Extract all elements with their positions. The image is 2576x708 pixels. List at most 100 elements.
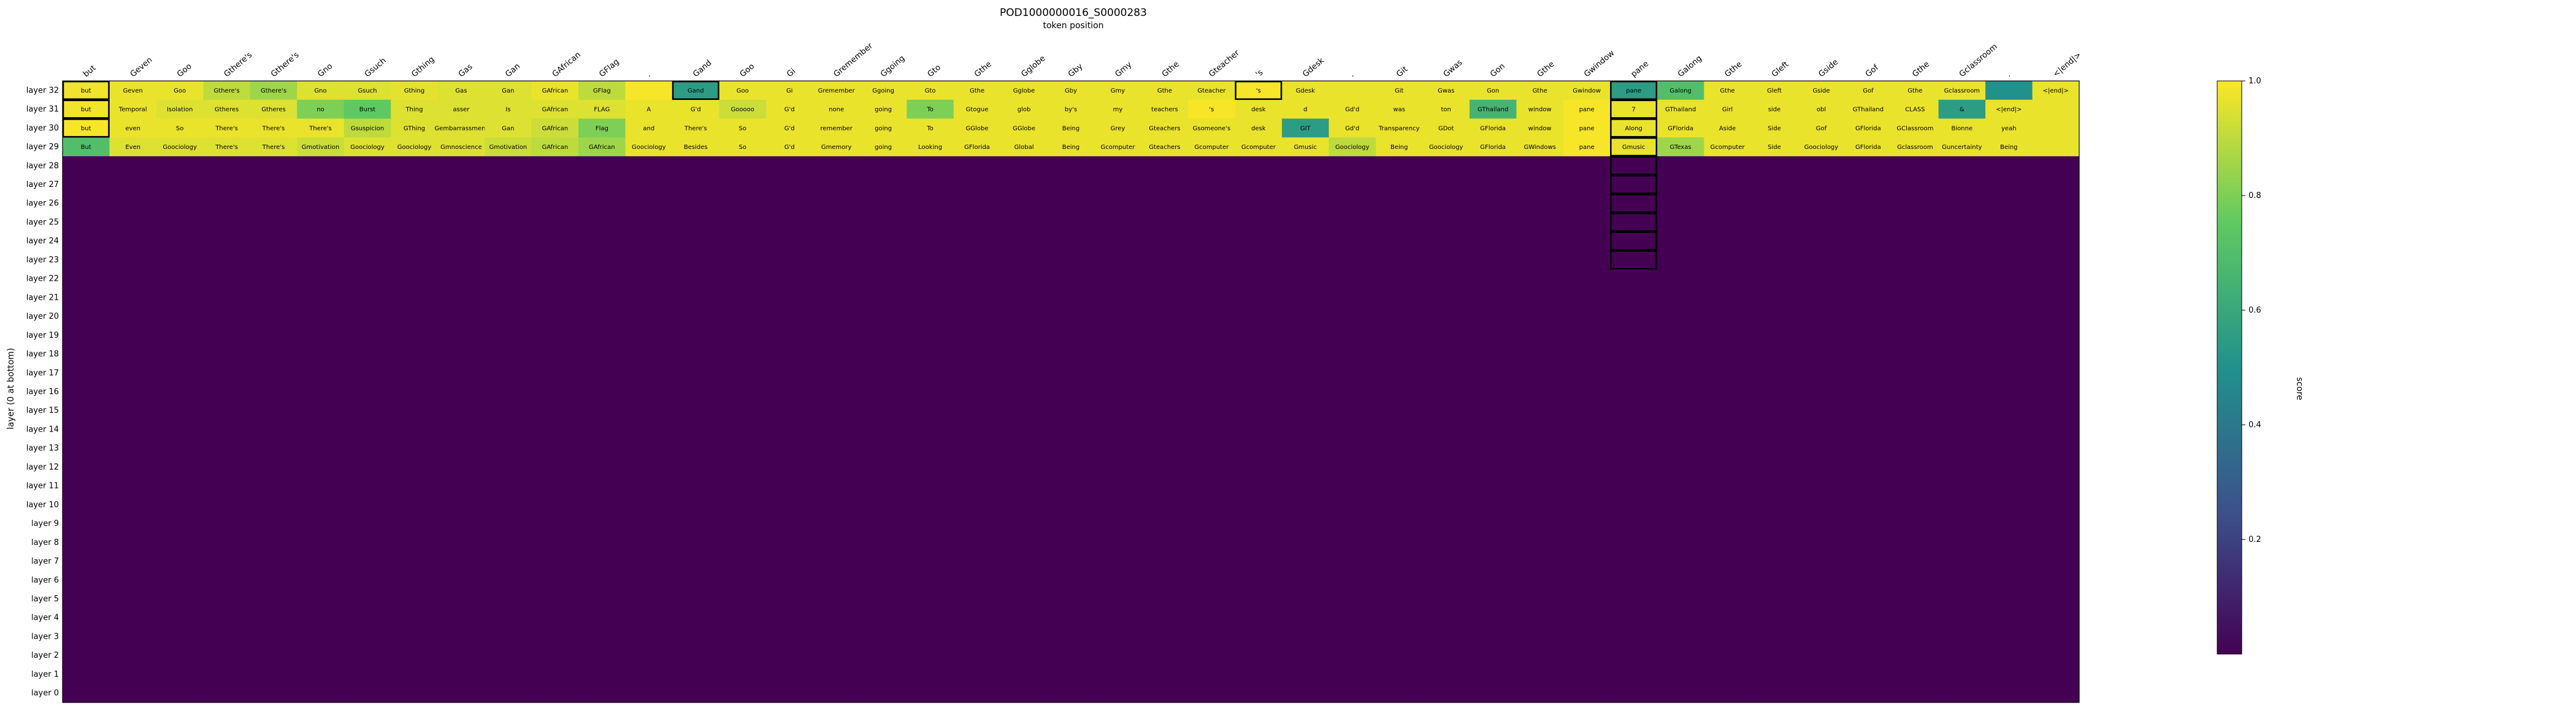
heatmap-cell <box>1047 306 1095 326</box>
heatmap-cell <box>578 156 626 176</box>
heatmap-cell <box>1141 608 1189 628</box>
heatmap-cell <box>859 81 907 101</box>
heatmap-cell <box>109 438 157 459</box>
heatmap-cell <box>250 137 297 157</box>
heatmap-cell <box>813 175 861 194</box>
heatmap-cell <box>1376 156 1423 176</box>
heatmap-cell <box>1938 382 1986 402</box>
heatmap-cell <box>765 99 813 119</box>
heatmap-cell <box>672 213 720 232</box>
heatmap-cell <box>765 627 813 647</box>
heatmap-cell <box>437 306 485 326</box>
heatmap-cell <box>1844 608 1892 628</box>
heatmap-cell <box>391 552 439 571</box>
heatmap-cell <box>1141 137 1189 157</box>
heatmap-cell <box>297 175 345 194</box>
highlight-box <box>1610 250 1658 270</box>
heatmap-cell <box>1938 118 1986 138</box>
heatmap-cell <box>1282 250 1330 270</box>
heatmap-cell <box>2032 570 2080 590</box>
heatmap-cell <box>391 495 439 515</box>
heatmap-cell <box>765 476 813 496</box>
heatmap-cell <box>1376 589 1423 609</box>
heatmap-cell <box>156 683 204 703</box>
heatmap-cell <box>203 683 251 703</box>
heatmap-cell <box>297 476 345 496</box>
heatmap-cell <box>1610 213 1658 232</box>
heatmap-cell <box>1844 420 1892 440</box>
heatmap-cell <box>953 156 1001 176</box>
heatmap-cell <box>1235 514 1282 533</box>
heatmap-cell <box>1938 552 1986 571</box>
heatmap-cell <box>907 457 954 477</box>
x-tick-label: Gthe <box>973 59 994 79</box>
heatmap-cell <box>1328 156 1376 176</box>
heatmap-cell <box>1047 213 1095 232</box>
heatmap-cell <box>1798 99 1846 119</box>
heatmap-cell <box>1469 213 1517 232</box>
heatmap-cell <box>203 552 251 571</box>
cell-label: There's <box>309 125 332 132</box>
heatmap-cell <box>343 401 391 421</box>
heatmap-cell <box>1985 344 2033 364</box>
heatmap-cell <box>1422 457 1470 477</box>
heatmap-cell <box>765 589 813 609</box>
heatmap-cell <box>578 589 626 609</box>
heatmap-cell <box>765 175 813 194</box>
heatmap-cell <box>578 363 626 383</box>
heatmap-cell <box>578 382 626 402</box>
heatmap-cell <box>485 645 532 666</box>
heatmap-cell <box>719 306 767 326</box>
heatmap-cell <box>1516 476 1564 496</box>
heatmap-cell <box>2032 552 2080 571</box>
heatmap-cell <box>1141 533 1189 552</box>
heatmap-cell <box>156 213 204 232</box>
heatmap-cell <box>1235 420 1282 440</box>
cell-label: 's <box>1256 88 1261 94</box>
highlight-box <box>1610 118 1658 138</box>
heatmap-cell <box>1000 306 1048 326</box>
heatmap-cell <box>625 250 673 270</box>
heatmap-cell <box>1235 118 1282 138</box>
heatmap-cell <box>1094 344 1142 364</box>
cell-label: There's <box>215 125 238 132</box>
heatmap-cell <box>485 81 532 101</box>
heatmap-cell <box>953 570 1001 590</box>
heatmap-cell <box>813 589 861 609</box>
heatmap-cell <box>1657 118 1704 138</box>
heatmap-cell <box>1563 514 1611 533</box>
heatmap-cell <box>2032 194 2080 213</box>
heatmap-cell <box>1047 325 1095 345</box>
heatmap-cell <box>1844 175 1892 194</box>
heatmap-cell <box>1422 344 1470 364</box>
heatmap-cell <box>1376 99 1423 119</box>
heatmap-cell <box>907 194 954 213</box>
heatmap-cell <box>485 514 532 533</box>
heatmap-cell <box>1328 514 1376 533</box>
heatmap-cell <box>391 306 439 326</box>
heatmap-cell <box>391 344 439 364</box>
heatmap-cell <box>343 194 391 213</box>
heatmap-cell <box>813 664 861 684</box>
heatmap-cell <box>672 288 720 308</box>
heatmap-cell <box>1094 476 1142 496</box>
cell-label: FLAG <box>594 107 610 113</box>
cell-label: Gcomputer <box>1711 144 1746 151</box>
heatmap-cell <box>250 401 297 421</box>
cell-label: Gas <box>455 88 467 94</box>
heatmap-cell <box>1376 325 1423 345</box>
cell-label: GClassroom <box>1896 125 1933 132</box>
heatmap-cell <box>109 194 157 213</box>
heatmap-cell <box>343 250 391 270</box>
y-tick-label: layer 29 <box>26 143 59 152</box>
heatmap-cell <box>109 306 157 326</box>
heatmap-cell <box>1985 476 2033 496</box>
heatmap-cell <box>1047 401 1095 421</box>
heatmap-cell <box>1047 627 1095 647</box>
heatmap-cell <box>1376 250 1423 270</box>
heatmap-cell <box>907 664 954 684</box>
heatmap-cell <box>156 457 204 477</box>
heatmap-cell <box>1094 438 1142 459</box>
heatmap-cell <box>109 363 157 383</box>
heatmap-cell <box>1563 81 1611 101</box>
